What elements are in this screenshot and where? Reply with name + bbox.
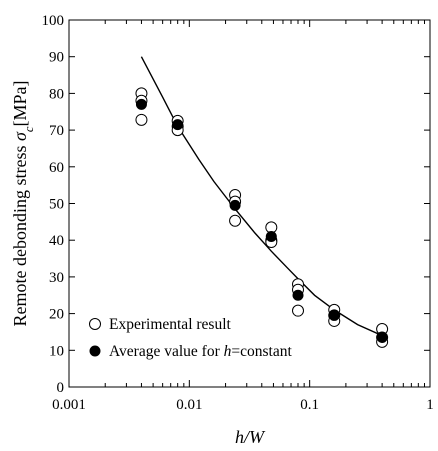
average-point bbox=[172, 119, 184, 131]
label-part: c bbox=[22, 126, 36, 132]
x-tick-label: 1 bbox=[426, 397, 434, 413]
data-points-layer bbox=[135, 87, 389, 348]
label-part: h bbox=[224, 343, 232, 360]
average-point bbox=[292, 289, 304, 301]
label-part: =constant bbox=[231, 343, 292, 360]
label-part: Average value for bbox=[109, 343, 224, 360]
legend-entry: Experimental result bbox=[109, 316, 231, 333]
y-tick-label: 80 bbox=[49, 86, 64, 102]
x-tick-label: 0.001 bbox=[52, 397, 86, 413]
average-point bbox=[135, 98, 147, 110]
label-part: Experimental result bbox=[109, 316, 231, 333]
y-axis-label: Remote debonding stress σc[MPa] bbox=[10, 81, 36, 327]
y-tick-label: 20 bbox=[49, 307, 64, 323]
x-tick-label: 0.1 bbox=[300, 397, 319, 413]
average-point bbox=[376, 331, 388, 343]
label-part: σ bbox=[10, 131, 30, 141]
label-part: [MPa] bbox=[10, 81, 30, 127]
experimental-point bbox=[292, 304, 305, 317]
y-tick-label: 40 bbox=[49, 233, 64, 249]
y-tick-label: 70 bbox=[49, 123, 64, 139]
y-tick-label: 0 bbox=[57, 380, 65, 396]
y-tick-label: 90 bbox=[49, 50, 64, 66]
legend-entry: Average value for h=constant bbox=[109, 343, 292, 360]
average-point bbox=[328, 309, 340, 321]
average-point bbox=[229, 199, 241, 211]
experimental-point bbox=[135, 113, 148, 126]
experimental-point bbox=[229, 214, 242, 227]
legend-marker bbox=[89, 318, 101, 330]
label-part: Remote debonding stress bbox=[10, 141, 30, 326]
y-tick-label: 10 bbox=[49, 343, 64, 359]
x-tick-label: 0.01 bbox=[176, 397, 202, 413]
label-part: h/W bbox=[235, 427, 266, 447]
x-axis-label: h/W bbox=[235, 427, 266, 447]
legend: Experimental result Average value for h=c… bbox=[89, 316, 292, 360]
y-tick-label: 60 bbox=[49, 160, 64, 176]
average-point bbox=[265, 231, 277, 243]
y-tick-label: 30 bbox=[49, 270, 64, 286]
y-tick-label: 50 bbox=[49, 197, 64, 213]
legend-marker bbox=[89, 345, 101, 357]
y-tick-label: 100 bbox=[42, 13, 65, 29]
